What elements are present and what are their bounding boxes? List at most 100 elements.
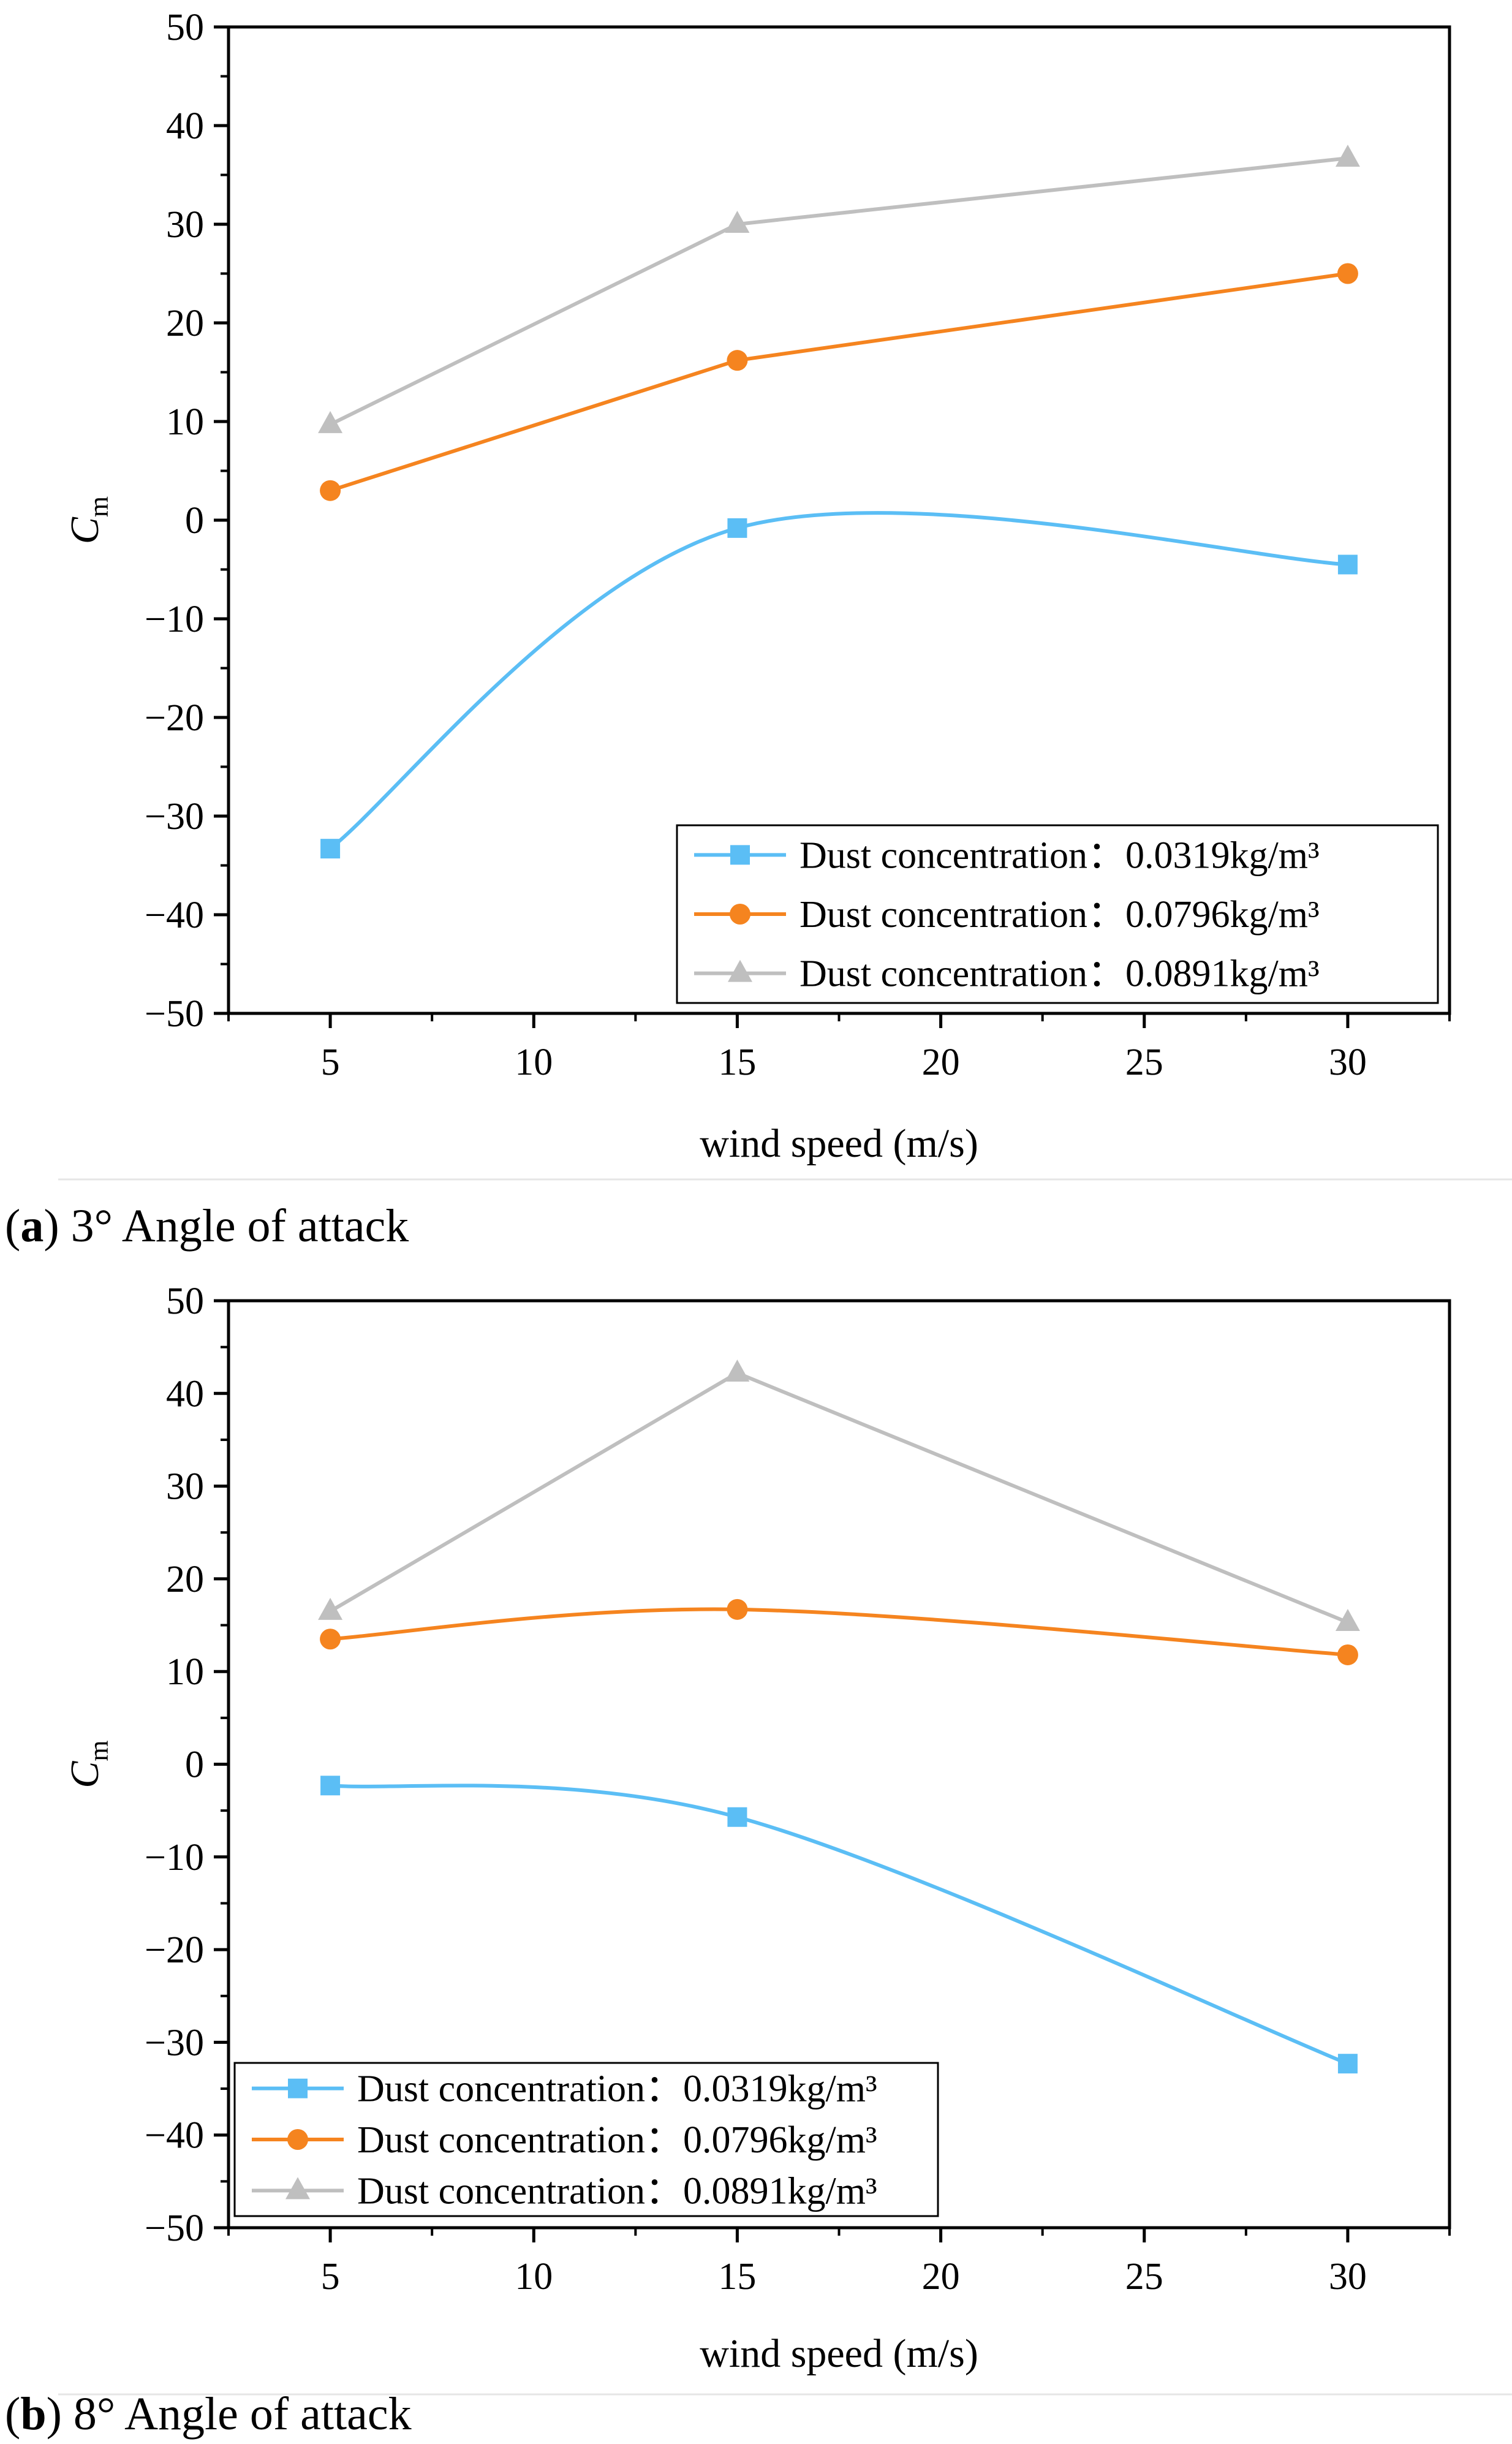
legend-swatch-marker: [288, 2078, 308, 2098]
y-tick-label: 20: [166, 303, 204, 344]
caption-paren-close: ): [43, 1200, 70, 1252]
y-tick-label: −20: [145, 1929, 204, 1971]
y-axis-title: Cm: [62, 496, 114, 544]
y-tick-label: 10: [166, 401, 204, 443]
y-tick-label: −10: [145, 599, 204, 640]
data-point: [727, 518, 747, 538]
legend-label-name: Dust concentration：: [799, 894, 1125, 936]
legend-item: Dust concentration：0.0891kg/m³: [694, 953, 1320, 995]
x-axis-title: wind speed (m/s): [700, 2331, 978, 2376]
y-tick-label: 30: [166, 1466, 204, 1508]
y-tick-label: 20: [166, 1559, 204, 1600]
x-tick-label: 20: [922, 2256, 960, 2298]
y-tick-label: −50: [145, 993, 204, 1035]
legend-swatch-marker: [287, 2129, 308, 2150]
data-point: [727, 1807, 747, 1827]
y-tick-label: −30: [145, 2022, 204, 2064]
x-axis-title: wind speed (m/s): [700, 1121, 978, 1166]
legend-box: [676, 824, 1439, 1004]
chart-panel-b: 50 40 30 20 10 0 −10 −20 −30 −40 −50 5 10 15 20 25 30 win…: [5, 1281, 1512, 2440]
legend-label-value: 0.0891kg/m³: [1125, 953, 1320, 995]
legend-label: Dust concentration：0.0891kg/m³: [799, 953, 1320, 995]
x-tick-label: 15: [718, 2256, 756, 2298]
x-tick-label: 10: [515, 1042, 553, 1083]
y-tick-label: 50: [166, 1281, 204, 1322]
data-point: [727, 1598, 748, 1620]
y-tick-label: −40: [145, 2115, 204, 2157]
legend-label-value: 0.0796kg/m³: [683, 2119, 877, 2161]
legend-label: Dust concentration：0.0796kg/m³: [357, 2119, 877, 2161]
series-line: [330, 1607, 1348, 1657]
legend-item: Dust concentration：0.0796kg/m³: [694, 894, 1320, 936]
series-1: [320, 511, 1358, 859]
legend-label-value: 0.0796kg/m³: [1125, 894, 1320, 936]
caption-letter: a: [20, 1200, 43, 1252]
legend-swatch-marker: [285, 2177, 310, 2200]
y-tick-label: −50: [145, 2208, 204, 2249]
legend-swatch-marker: [728, 959, 752, 982]
caption-paren-open: (: [5, 1200, 20, 1252]
legend-label-name: Dust concentration：: [799, 834, 1125, 876]
series-3: [318, 1360, 1360, 1632]
legend-label-value: 0.0319kg/m³: [683, 2068, 877, 2110]
series-3: [318, 145, 1360, 433]
y-tick-label: −20: [145, 697, 204, 739]
legend-label-name: Dust concentration：: [357, 2119, 683, 2161]
legend-label: Dust concentration：0.0891kg/m³: [357, 2170, 877, 2212]
data-point: [320, 480, 341, 501]
legend-label: Dust concentration：0.0319kg/m³: [799, 834, 1320, 876]
x-tick-label: 5: [321, 1042, 340, 1083]
legend-item: Dust concentration：0.0319kg/m³: [694, 834, 1320, 876]
legend-label: Dust concentration：0.0319kg/m³: [357, 2068, 877, 2110]
x-tick-label: 30: [1329, 2256, 1367, 2298]
y-tick-label: −10: [145, 1837, 204, 1878]
legend-label-name: Dust concentration：: [357, 2170, 683, 2212]
series-2: [320, 263, 1358, 501]
legend-swatch-marker: [730, 904, 750, 925]
legend-item: Dust concentration：0.0319kg/m³: [252, 2068, 877, 2110]
data-point: [725, 1360, 750, 1382]
caption-text: 3° Angle of attack: [71, 1200, 409, 1252]
legend-swatch-marker: [730, 845, 750, 865]
x-tick-label: 30: [1329, 1042, 1367, 1083]
series-2: [320, 1598, 1358, 1665]
y-tick-label: 40: [166, 105, 204, 147]
legend-label: Dust concentration：0.0796kg/m³: [799, 894, 1320, 936]
caption-text: 8° Angle of attack: [74, 2388, 412, 2440]
series-1: [320, 1776, 1358, 2074]
y-axis-title-main: C: [62, 1761, 107, 1788]
y-tick-label: 10: [166, 1651, 204, 1693]
data-point: [1337, 263, 1358, 284]
data-point: [1337, 1644, 1358, 1665]
y-tick-label: 0: [185, 500, 204, 542]
y-axis-title-sub: m: [84, 1740, 114, 1761]
legend-label-value: 0.0319kg/m³: [1125, 834, 1320, 876]
y-tick-label: 50: [166, 7, 204, 48]
y-axis-title-sub: m: [84, 496, 114, 517]
y-tick-label: −40: [145, 895, 204, 936]
y-tick-label: 30: [166, 204, 204, 246]
y-axis-title: Cm: [62, 1740, 114, 1788]
data-point: [727, 350, 748, 371]
data-point: [1335, 1609, 1360, 1632]
legend-label-name: Dust concentration：: [799, 953, 1125, 995]
legend-label-value: 0.0891kg/m³: [683, 2170, 877, 2212]
legend-item: Dust concentration：0.0891kg/m³: [252, 2170, 877, 2212]
data-point: [320, 1629, 341, 1650]
series-line: [330, 1784, 1349, 2065]
data-point: [320, 839, 341, 859]
y-tick-label: 40: [166, 1373, 204, 1415]
legend-box: [233, 2062, 939, 2217]
legend-label-name: Dust concentration：: [357, 2068, 683, 2110]
caption-paren-close: ): [47, 2388, 74, 2440]
caption-paren-open: (: [5, 2388, 20, 2440]
chart-panel-a: 50 40 30 20 10 0 −10 −20 −30 −40 −50 5 10 15 20 25 30 win…: [5, 7, 1512, 1252]
x-tick-label: 25: [1125, 2256, 1163, 2298]
x-tick-label: 20: [922, 1042, 960, 1083]
panel-caption: (b) 8° Angle of attack: [5, 2388, 412, 2440]
y-tick-label: −30: [145, 796, 204, 838]
